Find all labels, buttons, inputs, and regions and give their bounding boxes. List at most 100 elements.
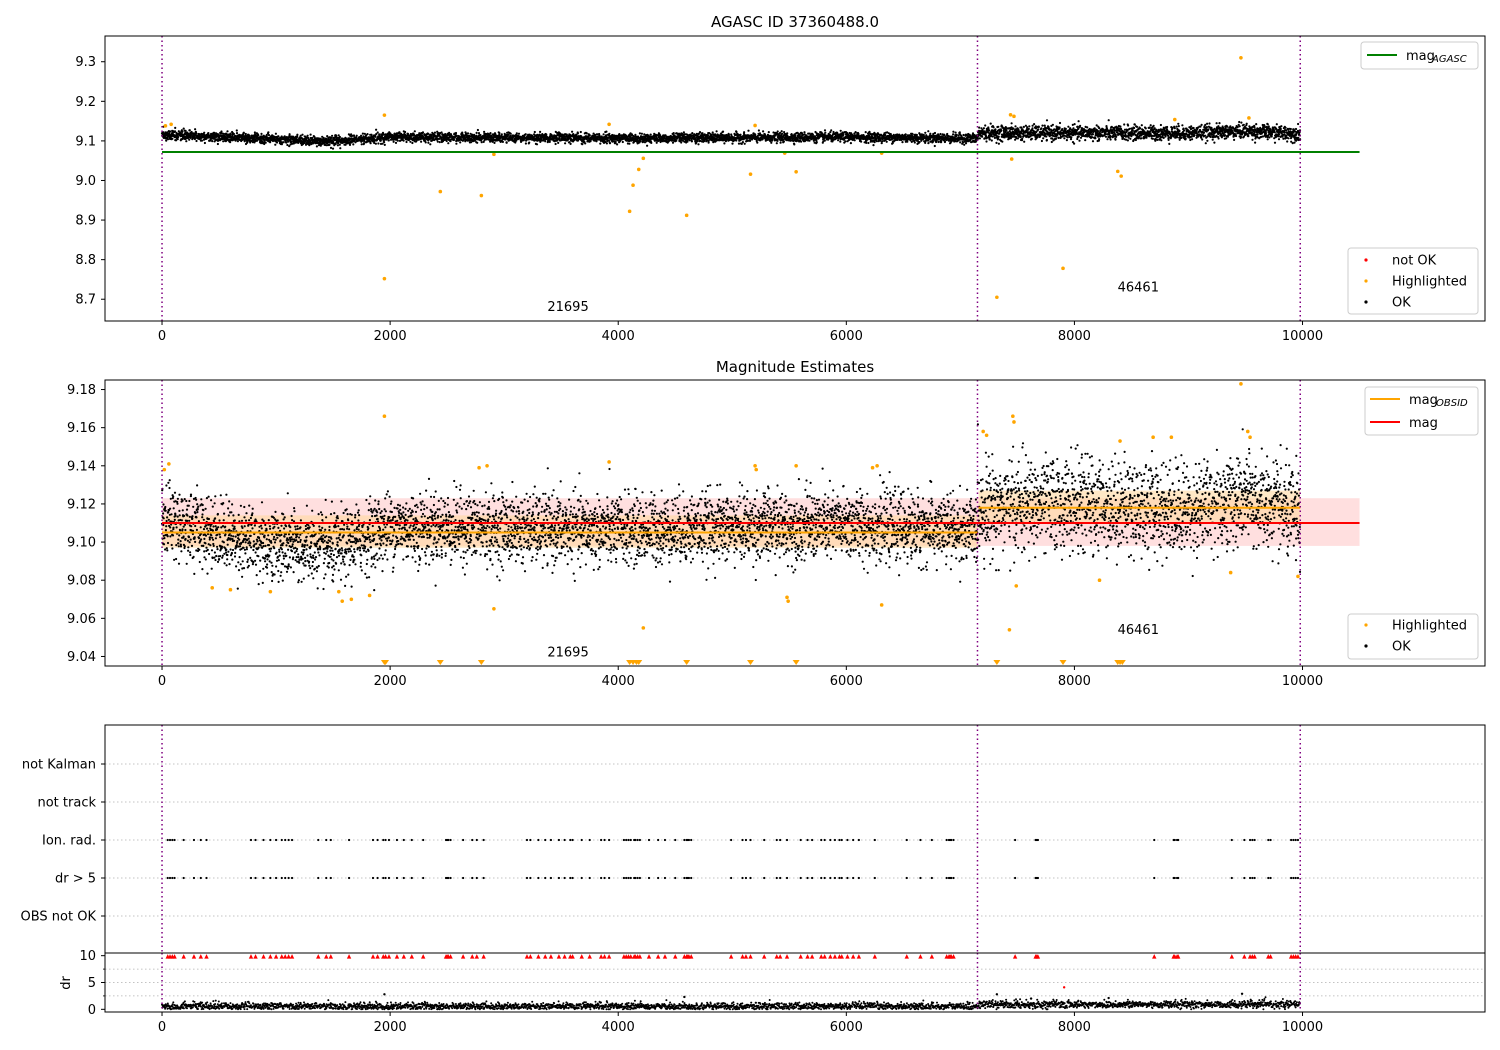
ok-point (498, 132, 501, 135)
ok-point (697, 143, 700, 146)
ok-point (1050, 140, 1053, 144)
ok-point (727, 133, 731, 137)
ok-point (1001, 140, 1004, 143)
ok-point (952, 133, 955, 136)
ok-point (588, 134, 591, 137)
ok-point (933, 144, 936, 148)
ok-point (911, 132, 914, 135)
ok-point (781, 132, 784, 135)
ok-point (171, 137, 174, 140)
ok-point (166, 138, 170, 141)
ok-point (1063, 137, 1066, 140)
ok-point (581, 143, 584, 146)
ok-point (184, 129, 187, 132)
ok-point (614, 140, 617, 143)
ok-point (723, 142, 726, 145)
ok-point (420, 140, 423, 143)
ok-point (361, 132, 364, 135)
ok-point (336, 136, 339, 139)
ok-point (711, 131, 714, 134)
ok-point (757, 129, 761, 132)
ok-point (1023, 140, 1026, 143)
ok-point (175, 139, 178, 142)
ok-point (301, 133, 304, 136)
ok-point (438, 141, 441, 144)
ok-point (884, 133, 887, 137)
ok-point (375, 132, 378, 136)
ok-point (747, 129, 750, 132)
ok-point (533, 130, 536, 134)
ok-point (915, 133, 919, 137)
ok-point (257, 134, 260, 137)
ok-point (433, 131, 437, 134)
ok-point (1027, 127, 1030, 130)
ok-point (231, 135, 234, 138)
ok-point (707, 141, 710, 144)
ok-point (282, 141, 285, 144)
ok-point (1051, 123, 1054, 126)
ok-point (638, 132, 642, 135)
ok-point (1005, 129, 1008, 132)
ok-point (413, 130, 416, 133)
ok-point (690, 140, 694, 143)
ok-point (650, 141, 653, 144)
ok-point (479, 134, 482, 137)
ok-point (207, 132, 210, 135)
ok-point (794, 134, 797, 137)
ok-point (605, 130, 608, 133)
ok-point (981, 135, 984, 138)
ok-point (1040, 139, 1043, 143)
ok-point (203, 131, 206, 134)
ok-point (374, 135, 377, 138)
ok-point (387, 139, 390, 142)
ok-point (1020, 126, 1023, 129)
ok-point (304, 143, 308, 146)
ok-point (505, 141, 508, 144)
ok-point (715, 130, 718, 133)
ok-point (229, 132, 232, 135)
ok-point (842, 133, 845, 136)
ok-point (232, 132, 235, 136)
ok-point (350, 133, 353, 136)
ok-point (173, 130, 177, 133)
ok-point (997, 135, 1000, 138)
ok-point (352, 143, 355, 146)
ok-point (962, 133, 965, 137)
ok-point (706, 134, 710, 137)
ok-point (1051, 137, 1054, 140)
ok-point (1043, 124, 1046, 127)
ok-point (226, 130, 229, 133)
ok-point (735, 139, 738, 142)
ok-point (881, 140, 884, 143)
ok-point (500, 133, 503, 136)
ok-point (1014, 125, 1017, 128)
ok-point (682, 131, 686, 134)
ok-point (366, 133, 369, 136)
ok-point (363, 132, 366, 135)
ok-point (955, 133, 958, 136)
ok-point (815, 141, 818, 144)
ok-point (849, 142, 853, 145)
ok-point (267, 134, 271, 137)
ok-point (605, 142, 609, 145)
ok-point (379, 139, 382, 142)
ok-point (762, 130, 765, 133)
ok-point (646, 144, 649, 147)
ok-point (675, 139, 678, 142)
ok-point (978, 137, 982, 140)
ok-point (1000, 129, 1003, 132)
ok-point (235, 132, 239, 135)
ok-point (447, 142, 450, 145)
ok-point (515, 132, 518, 135)
ok-point (539, 130, 542, 133)
ok-point (409, 140, 412, 143)
ok-point (837, 139, 840, 142)
ok-point (401, 133, 404, 136)
ok-point (602, 133, 605, 136)
ok-point (767, 131, 770, 134)
ok-point (177, 136, 180, 139)
ok-point (383, 141, 386, 144)
ok-point (918, 141, 921, 144)
ok-point (1037, 128, 1040, 131)
ok-point (584, 142, 587, 145)
